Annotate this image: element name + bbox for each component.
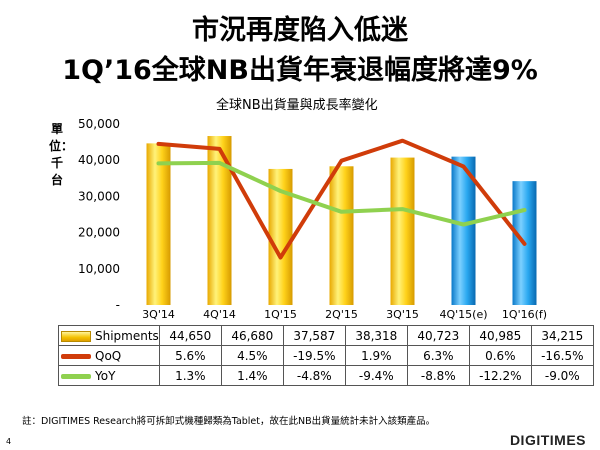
table-cell: 1.4% bbox=[220, 365, 284, 386]
page-title-line2: 1Q’16全球NB出貨年衰退幅度將達9% bbox=[62, 55, 538, 86]
table-cell: 0.6% bbox=[468, 345, 532, 366]
table-cell: -19.5% bbox=[282, 345, 346, 366]
legend-yoy: YoY bbox=[58, 365, 160, 386]
table-cell: 6.3% bbox=[406, 345, 470, 366]
table-cell: 4.5% bbox=[220, 345, 284, 366]
y-tick-label: 30,000 bbox=[78, 189, 120, 203]
table-cell: 40,985 bbox=[468, 325, 532, 346]
table-cell: -8.8% bbox=[406, 365, 470, 386]
y-tick-label: 10,000 bbox=[78, 262, 120, 276]
qoq-line bbox=[156, 138, 527, 260]
chart-area: 50,000 40,000 30,000 20,000 10,000 - 3Q'14 4Q'… bbox=[78, 117, 547, 321]
digitimes-logo: DIGITIMES bbox=[509, 432, 586, 448]
y-tick-label: - bbox=[116, 298, 120, 312]
table-cell: 1.3% bbox=[158, 365, 222, 386]
page-title-line1: 市況再度陷入低迷 bbox=[192, 15, 408, 46]
table-row-qoq: QoQ 5.6% 4.5% -19.5% 1.9% 6.3% 0.6% -16.… bbox=[58, 345, 594, 366]
legend-line-swatch bbox=[61, 353, 91, 359]
page-number: 4 bbox=[6, 437, 12, 446]
x-tick-label: 1Q'16(f) bbox=[502, 308, 547, 321]
legend-label: QoQ bbox=[95, 348, 122, 363]
table-cell: -9.0% bbox=[530, 365, 594, 386]
legend-line-swatch bbox=[61, 373, 91, 379]
y-tick-label: 40,000 bbox=[78, 153, 120, 167]
table-cell: -16.5% bbox=[530, 345, 594, 366]
bar-2q15 bbox=[329, 166, 354, 305]
table-cell: 46,680 bbox=[220, 325, 284, 346]
legend-bar-swatch bbox=[61, 330, 91, 342]
footnote: 註：DIGITIMES Research將可拆卸式機種歸類為Tablet，故在此… bbox=[22, 416, 436, 427]
yoy-line bbox=[156, 160, 527, 227]
x-tick-label: 2Q'15 bbox=[325, 308, 358, 321]
y-tick-label: 20,000 bbox=[78, 226, 120, 240]
table-cell: 44,650 bbox=[158, 325, 222, 346]
legend-shipments: Shipments bbox=[58, 325, 160, 346]
table-row-shipments: Shipments 44,650 46,680 37,587 38,318 40… bbox=[58, 325, 594, 346]
x-tick-label: 1Q'15 bbox=[264, 308, 297, 321]
table-cell: 1.9% bbox=[344, 345, 408, 366]
table-cell: 34,215 bbox=[530, 325, 594, 346]
bar-3q15 bbox=[390, 157, 415, 305]
chart-title: 全球NB出貨量與成長率變化 bbox=[216, 98, 378, 113]
bar-3q14 bbox=[146, 143, 171, 305]
bar-4q15e bbox=[451, 156, 476, 305]
table-cell: 5.6% bbox=[158, 345, 222, 366]
y-tick-label: 50,000 bbox=[78, 117, 120, 131]
table-cell: 40,723 bbox=[406, 325, 470, 346]
table-cell: -12.2% bbox=[468, 365, 532, 386]
table-cell: -4.8% bbox=[282, 365, 346, 386]
table-cell: 37,587 bbox=[282, 325, 346, 346]
legend-label: YoY bbox=[95, 368, 116, 383]
table-row-yoy: YoY 1.3% 1.4% -4.8% -9.4% -8.8% -12.2% -… bbox=[58, 365, 594, 386]
x-tick-label: 4Q'15(e) bbox=[439, 308, 487, 321]
legend-label: Shipments bbox=[95, 328, 159, 343]
x-tick-label: 3Q'15 bbox=[386, 308, 419, 321]
table-cell: 38,318 bbox=[344, 325, 408, 346]
legend-qoq: QoQ bbox=[58, 345, 160, 366]
table-cell: -9.4% bbox=[344, 365, 408, 386]
x-tick-label: 3Q'14 bbox=[142, 308, 175, 321]
x-tick-label: 4Q'14 bbox=[203, 308, 236, 321]
data-table: Shipments 44,650 46,680 37,587 38,318 40… bbox=[58, 325, 594, 386]
